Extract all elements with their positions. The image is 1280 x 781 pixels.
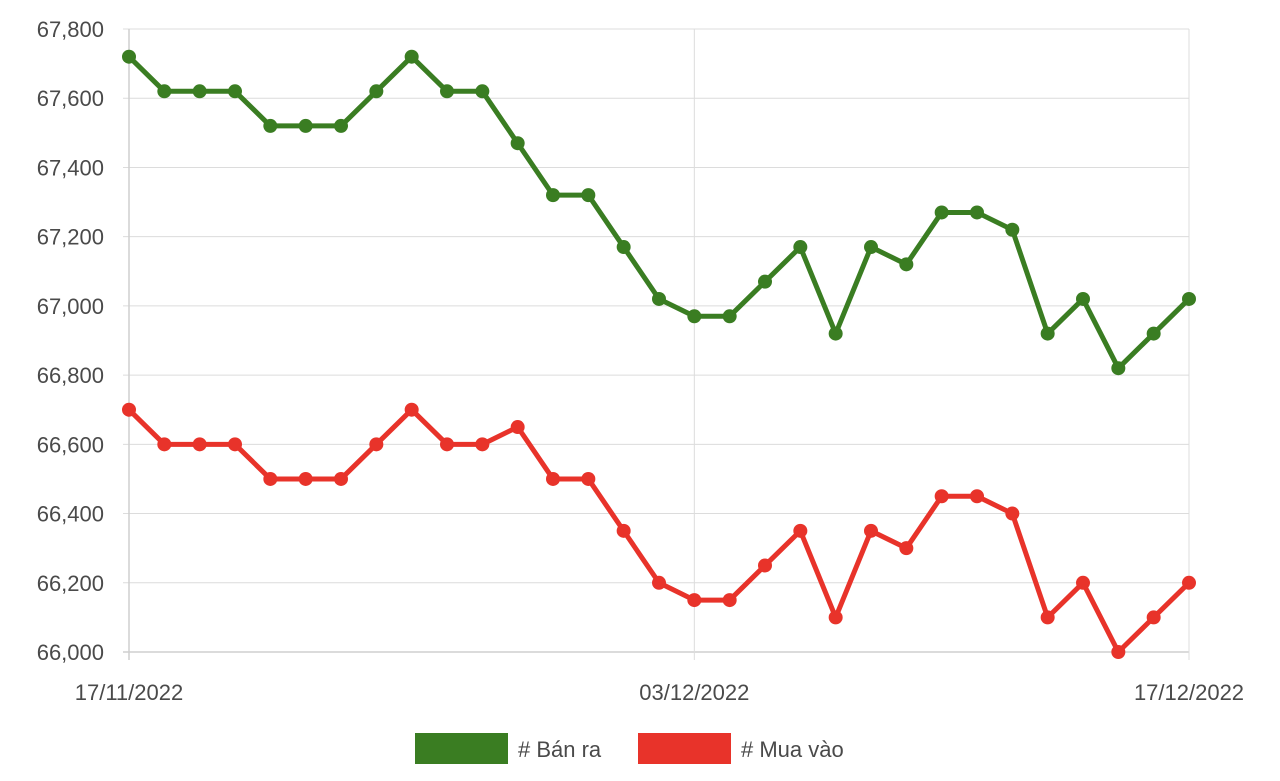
data-point bbox=[1111, 361, 1126, 376]
data-point bbox=[1040, 610, 1055, 625]
data-point bbox=[581, 188, 596, 203]
data-point bbox=[722, 309, 737, 324]
data-point bbox=[793, 240, 808, 255]
x-tick-label: 17/12/2022 bbox=[1134, 680, 1244, 705]
data-point bbox=[1182, 575, 1196, 590]
data-point bbox=[652, 575, 666, 590]
data-point bbox=[828, 610, 843, 625]
data-point bbox=[228, 84, 242, 99]
legend-label: # Mua vào bbox=[741, 737, 844, 762]
data-point bbox=[1146, 610, 1161, 625]
data-point bbox=[899, 541, 914, 556]
y-axis-ticks: 66,000 66,200 66,400 66,600 66,800 67,000 67,2… bbox=[37, 17, 104, 665]
data-point bbox=[369, 437, 384, 452]
data-point bbox=[758, 274, 772, 289]
data-point bbox=[510, 420, 525, 435]
legend-swatch bbox=[415, 733, 508, 764]
data-point bbox=[934, 489, 949, 504]
data-point bbox=[1040, 326, 1055, 341]
data-point bbox=[404, 49, 419, 64]
legend-label: # Bán ra bbox=[518, 737, 602, 762]
data-point bbox=[793, 523, 808, 538]
y-tick-label: 66,200 bbox=[37, 571, 104, 596]
data-point bbox=[687, 593, 702, 608]
data-point bbox=[263, 118, 278, 133]
y-tick-label: 67,400 bbox=[37, 155, 104, 180]
data-point bbox=[475, 84, 490, 99]
data-point bbox=[687, 309, 702, 324]
data-point bbox=[510, 136, 525, 151]
y-tick-label: 66,600 bbox=[37, 432, 104, 457]
data-point bbox=[192, 84, 207, 99]
data-point bbox=[864, 240, 878, 255]
y-tick-label: 67,800 bbox=[37, 17, 104, 42]
data-point bbox=[334, 118, 348, 133]
data-point bbox=[652, 291, 666, 306]
data-point bbox=[475, 437, 490, 452]
data-point bbox=[1111, 645, 1126, 659]
data-point bbox=[934, 205, 949, 220]
series-line bbox=[126, 407, 1192, 655]
data-point bbox=[970, 489, 984, 504]
series-mua-vao bbox=[122, 402, 1196, 659]
data-point bbox=[581, 471, 596, 486]
series-layer bbox=[122, 49, 1196, 659]
data-point bbox=[616, 240, 631, 255]
data-point bbox=[616, 523, 631, 538]
y-tick-label: 66,800 bbox=[37, 363, 104, 388]
data-point bbox=[228, 437, 242, 452]
data-point bbox=[546, 471, 560, 486]
x-axis-ticks: 17/11/2022 03/12/2022 17/12/2022 bbox=[75, 680, 1244, 705]
data-point bbox=[263, 471, 278, 486]
data-point bbox=[1005, 506, 1020, 521]
data-point bbox=[334, 471, 348, 486]
data-point bbox=[157, 437, 172, 452]
data-point bbox=[1076, 291, 1090, 306]
data-point bbox=[1005, 222, 1020, 237]
data-point bbox=[758, 558, 772, 573]
series-line bbox=[126, 54, 1192, 371]
data-point bbox=[970, 205, 984, 220]
y-tick-label: 66,000 bbox=[37, 640, 104, 665]
data-point bbox=[122, 402, 136, 417]
data-point bbox=[1146, 326, 1161, 341]
data-point bbox=[1076, 575, 1090, 590]
data-point bbox=[440, 437, 454, 452]
data-point bbox=[828, 326, 843, 341]
data-point bbox=[722, 593, 737, 608]
y-tick-label: 67,200 bbox=[37, 225, 104, 250]
data-point bbox=[546, 188, 560, 203]
x-tick-label: 03/12/2022 bbox=[639, 680, 749, 705]
data-point bbox=[122, 49, 136, 64]
legend-swatch bbox=[638, 733, 731, 764]
data-point bbox=[298, 471, 313, 486]
y-tick-label: 67,000 bbox=[37, 294, 104, 319]
data-point bbox=[369, 84, 384, 99]
legend: # Bán ra # Mua vào bbox=[415, 733, 844, 764]
data-point bbox=[899, 257, 914, 272]
data-point bbox=[1182, 291, 1196, 306]
data-point bbox=[404, 402, 419, 417]
data-point bbox=[298, 118, 313, 133]
grid bbox=[123, 28, 1190, 660]
data-point bbox=[157, 84, 172, 99]
y-tick-label: 66,400 bbox=[37, 502, 104, 527]
data-point bbox=[440, 84, 454, 99]
data-point bbox=[192, 437, 207, 452]
series-ban-ra bbox=[122, 49, 1196, 376]
data-point bbox=[864, 523, 878, 538]
x-tick-label: 17/11/2022 bbox=[75, 680, 183, 705]
y-tick-label: 67,600 bbox=[37, 86, 104, 111]
